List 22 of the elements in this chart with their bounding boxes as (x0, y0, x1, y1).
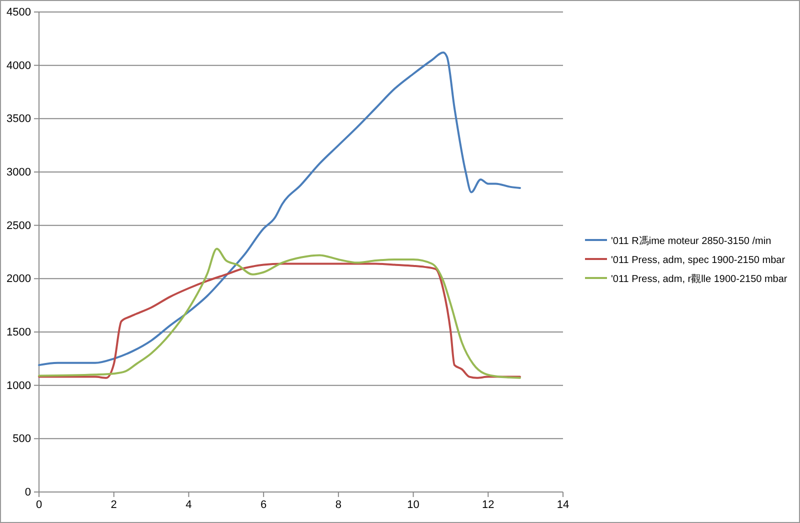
y-tick-label: 0 (24, 486, 31, 499)
x-tick-label: 6 (260, 498, 267, 511)
x-tick-label: 14 (556, 498, 570, 511)
y-tick-label: 2500 (6, 220, 31, 232)
x-tick-label: 0 (36, 498, 42, 511)
y-tick-label: 4500 (6, 6, 31, 19)
x-tick-label: 4 (186, 498, 192, 511)
y-tick-label: 3500 (6, 113, 31, 126)
x-tick-label: 10 (407, 498, 420, 511)
y-tick-label: 4000 (6, 60, 31, 72)
legend-label: '011 Press, adm, r觀lle 1900-2150 mbar (611, 273, 788, 285)
y-tick-label: 1000 (6, 380, 31, 392)
y-tick-label: 2000 (6, 273, 31, 286)
line-series (38, 52, 521, 366)
x-tick-label: 12 (482, 498, 494, 511)
x-tick-label: 8 (335, 498, 342, 511)
legend-label: '011 R馮ime moteur 2850-3150 /min (611, 236, 772, 247)
y-tick-label: 3000 (6, 166, 31, 179)
y-tick-label: 1500 (6, 326, 31, 339)
x-tick-label: 2 (110, 498, 117, 511)
y-tick-label: 500 (12, 433, 31, 446)
legend-label: '011 Press, adm, spec 1900-2150 mbar (611, 255, 786, 266)
